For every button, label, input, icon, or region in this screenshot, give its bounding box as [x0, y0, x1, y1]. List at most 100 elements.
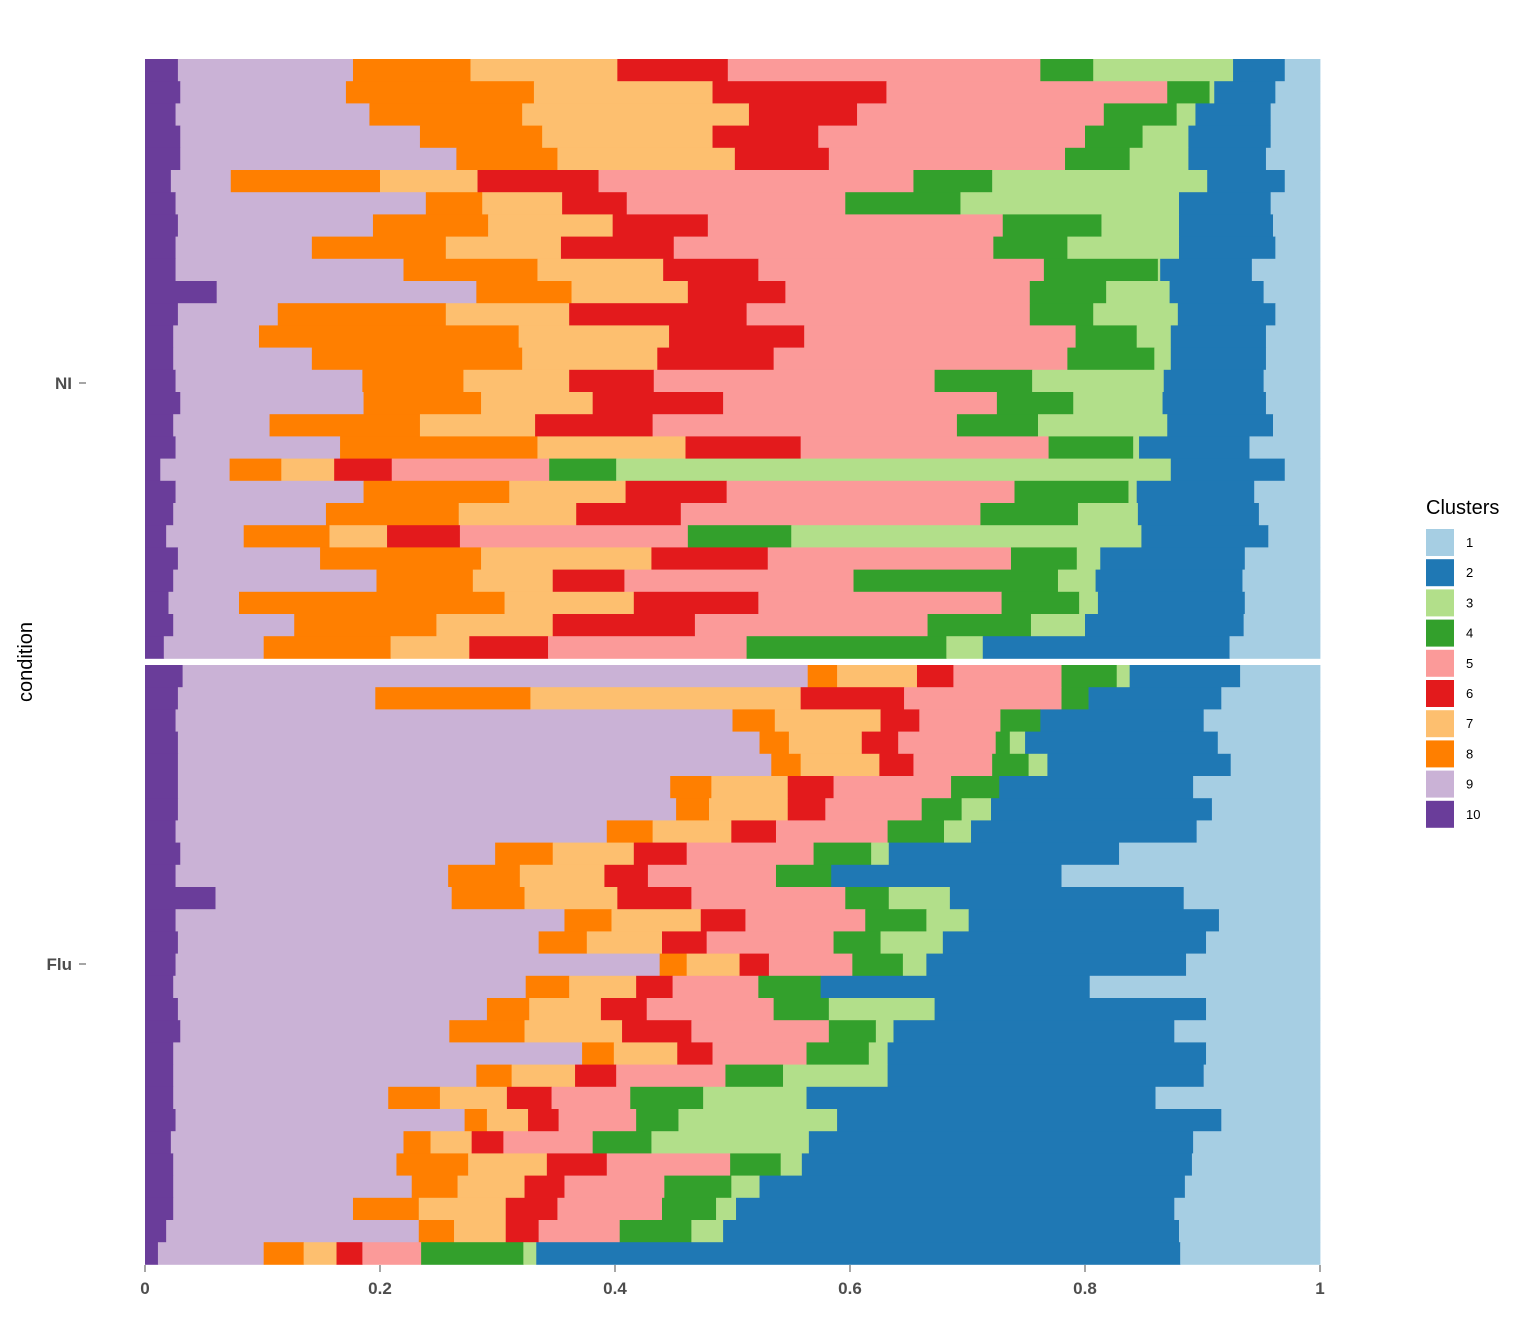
- bar-segment-cluster-9: [175, 820, 608, 843]
- legend-label-7: 7: [1466, 716, 1473, 731]
- bar-segment-cluster-2: [806, 1086, 1156, 1110]
- bar-segment-cluster-3: [1057, 569, 1096, 593]
- bar-segment-cluster-7: [419, 414, 536, 437]
- bar-segment-cluster-5: [723, 392, 998, 415]
- bar-segment-cluster-3: [1154, 347, 1172, 371]
- bar-segment-cluster-4: [1001, 591, 1080, 615]
- bar-segment-cluster-9: [173, 1064, 477, 1088]
- bar-segment-cluster-4: [865, 909, 927, 932]
- bar-segment-cluster-4: [993, 236, 1068, 260]
- bar-segment-cluster-9: [173, 325, 260, 348]
- bar-segment-cluster-4: [852, 953, 904, 977]
- bar-segment-cluster-8: [230, 170, 381, 193]
- bar-segment-cluster-6: [471, 1131, 504, 1154]
- bar-segment-cluster-6: [916, 665, 954, 688]
- bar-segment-cluster-6: [576, 503, 682, 526]
- bar-segment-cluster-2: [991, 798, 1213, 821]
- bar-segment-cluster-3: [875, 1020, 894, 1043]
- bar-segment-cluster-6: [505, 1220, 540, 1243]
- bar-segment-cluster-9: [175, 864, 449, 888]
- bar-segment-cluster-4: [1010, 547, 1078, 570]
- bar-segment-cluster-1: [1268, 525, 1321, 548]
- bar-segment-cluster-5: [673, 236, 994, 260]
- bar-segment-cluster-1: [1193, 776, 1321, 799]
- bar-segment-cluster-5: [707, 214, 1004, 237]
- bar-segment-cluster-6: [712, 125, 819, 149]
- bar-segment-cluster-1: [1244, 591, 1321, 615]
- bar-segment-cluster-5: [898, 731, 997, 755]
- bar-segment-cluster-1: [1270, 192, 1321, 215]
- bar-segment-cluster-2: [982, 636, 1230, 659]
- bar-segment-cluster-7: [504, 591, 635, 615]
- bar-segment-cluster-8: [670, 776, 712, 799]
- bar-segment-cluster-6: [662, 931, 708, 954]
- bar-segment-cluster-10: [145, 1175, 174, 1199]
- bar-segment-cluster-4: [730, 1153, 782, 1176]
- bar-segment-cluster-4: [687, 525, 792, 548]
- bar-segment-cluster-6: [739, 953, 770, 977]
- bar-segment-cluster-6: [552, 569, 625, 593]
- bar-segment-cluster-1: [1155, 1086, 1321, 1110]
- bar-segment-cluster-2: [942, 931, 1207, 954]
- bar-segment-cluster-4: [1167, 81, 1210, 104]
- bar-segment-cluster-2: [1207, 170, 1286, 193]
- bar-segment-cluster-9: [166, 525, 245, 548]
- bar-segment-cluster-5: [647, 864, 777, 888]
- bar-segment-cluster-1: [1240, 665, 1321, 688]
- bar-segment-cluster-1: [1273, 214, 1321, 237]
- bar-segment-cluster-8: [425, 192, 483, 215]
- bar-segment-cluster-3: [651, 1131, 810, 1154]
- legend-title: Clusters: [1426, 497, 1499, 519]
- bar-segment-cluster-2: [1188, 147, 1267, 171]
- bar-segment-cluster-9: [173, 1042, 583, 1065]
- bar-segment-cluster-8: [495, 842, 554, 866]
- bar-segment-cluster-2: [968, 909, 1220, 932]
- legend-swatch-3: [1426, 589, 1454, 617]
- bar-segment-cluster-10: [145, 236, 176, 260]
- bar-segment-cluster-5: [758, 258, 1045, 282]
- bar-segment-cluster-8: [476, 281, 572, 304]
- panel-ni: [145, 59, 1321, 659]
- bar-segment-cluster-6: [546, 1153, 608, 1176]
- bar-segment-cluster-4: [1065, 147, 1131, 171]
- bar-segment-cluster-6: [879, 753, 914, 777]
- bar-segment-cluster-3: [1073, 392, 1163, 415]
- bar-segment-cluster-6: [552, 614, 696, 637]
- bar-segment-cluster-9: [177, 731, 760, 755]
- bar-segment-cluster-3: [1176, 103, 1196, 126]
- bar-segment-cluster-4: [1067, 347, 1155, 371]
- bar-segment-cluster-10: [145, 458, 161, 482]
- x-tick-label: 0.2: [368, 1279, 392, 1298]
- bar-segment-cluster-3: [992, 170, 1208, 193]
- bar-segment-cluster-5: [694, 614, 928, 637]
- bar-segment-cluster-4: [980, 503, 1079, 526]
- bar-segment-cluster-5: [767, 547, 1012, 570]
- bar-segment-cluster-8: [388, 1086, 441, 1110]
- bar-segment-cluster-4: [1014, 480, 1129, 504]
- y-tick-label-flu: Flu: [47, 955, 73, 974]
- bar-segment-cluster-5: [691, 887, 846, 910]
- bar-segment-cluster-10: [145, 1153, 174, 1176]
- bar-segment-cluster-9: [177, 776, 671, 799]
- bar-segment-cluster-6: [633, 842, 688, 866]
- bar-segment-cluster-3: [1142, 125, 1189, 149]
- x-tick-label: 0.8: [1073, 1279, 1097, 1298]
- legend-label-1: 1: [1466, 535, 1473, 550]
- bar-segment-cluster-9: [177, 687, 376, 710]
- bar-segment-cluster-6: [604, 864, 649, 888]
- bar-segment-cluster-7: [542, 125, 713, 149]
- bar-segment-cluster-7: [533, 81, 713, 104]
- bar-segment-cluster-7: [537, 258, 664, 282]
- bar-segment-cluster-9: [175, 436, 341, 459]
- bar-segment-cluster-5: [804, 325, 1076, 348]
- bar-segment-cluster-2: [736, 1197, 1175, 1221]
- bar-segment-cluster-8: [369, 103, 523, 126]
- bar-segment-cluster-6: [560, 236, 675, 260]
- bar-segment-cluster-4: [746, 636, 947, 659]
- bar-segment-cluster-5: [745, 909, 866, 932]
- bar-segment-cluster-2: [723, 1220, 1180, 1243]
- bar-segment-cluster-8: [352, 1197, 420, 1221]
- bar-segment-cluster-3: [1009, 731, 1026, 755]
- bar-segment-cluster-8: [451, 887, 525, 910]
